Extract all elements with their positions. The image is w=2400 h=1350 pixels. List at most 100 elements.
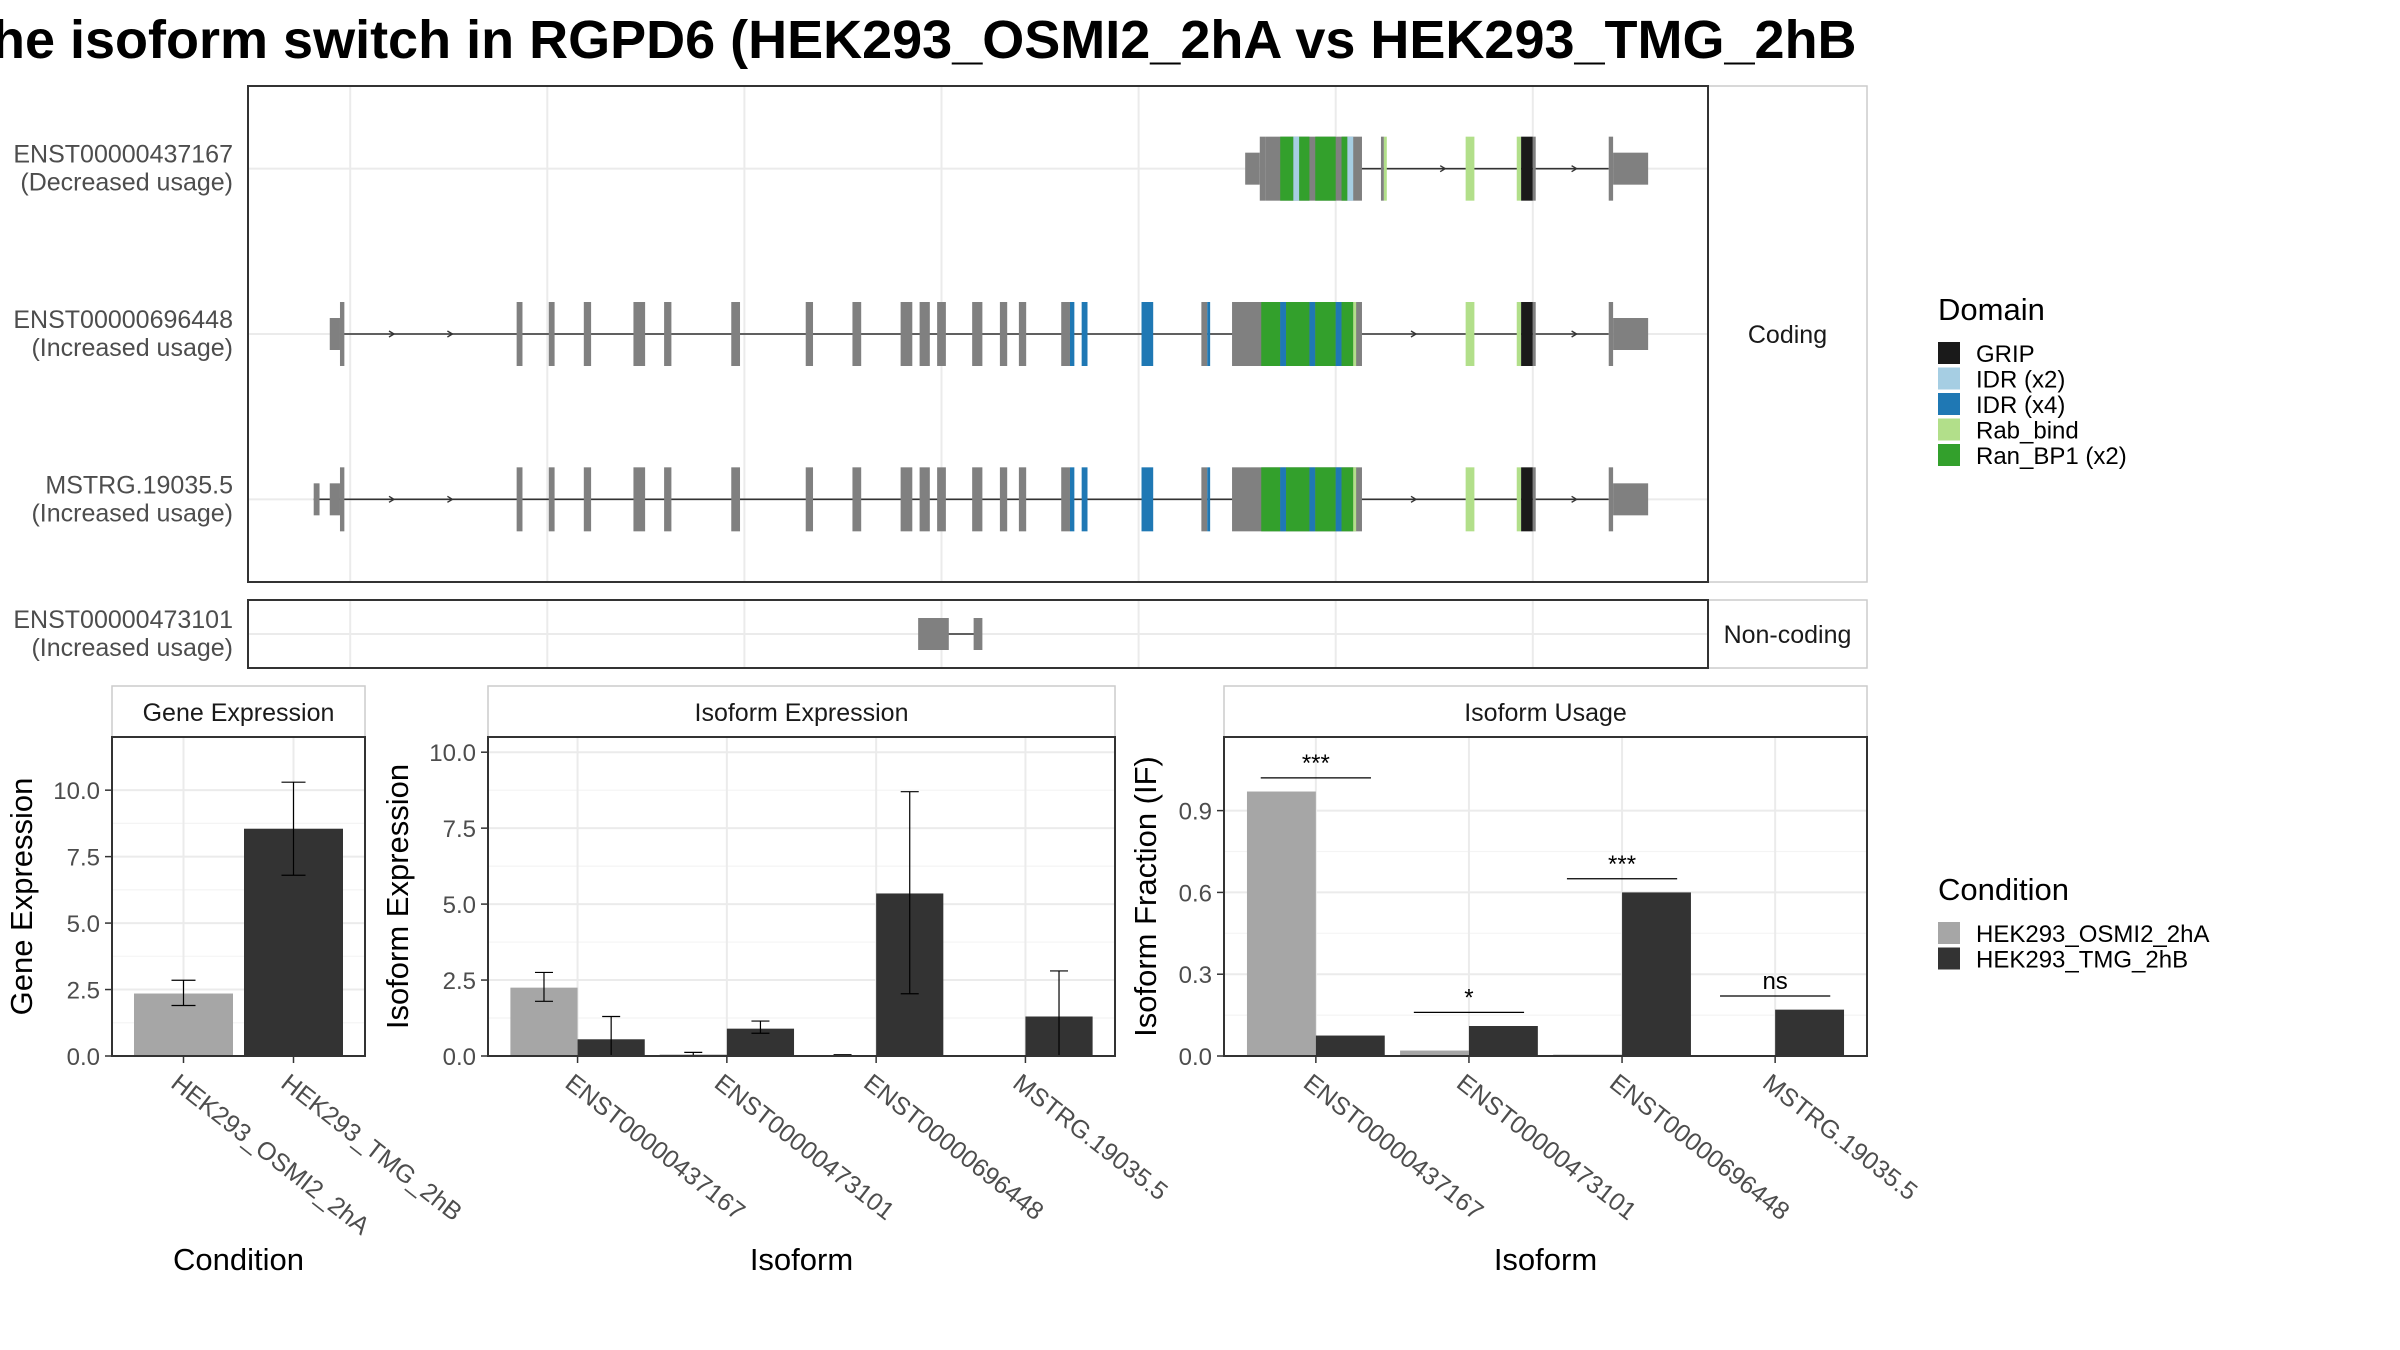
domain-block <box>1286 467 1310 532</box>
y-tick-label: 0.0 <box>1179 1044 1212 1071</box>
panel-strip <box>487 685 1116 738</box>
transcript-usage-label: (Increased usage) <box>31 499 233 527</box>
bar <box>1622 892 1691 1056</box>
exon-block <box>900 302 913 366</box>
transcript-ENST00000437167 <box>1245 136 1649 201</box>
domain-block <box>1069 467 1075 532</box>
exon-block <box>664 467 672 532</box>
exon-block <box>583 302 592 366</box>
bar <box>1315 1035 1385 1056</box>
legend-item-label: IDR (x2) <box>1976 367 2065 394</box>
domain-block <box>1141 467 1154 532</box>
transcript-ENST00000473101 <box>918 618 983 650</box>
legend-swatch <box>1938 947 1960 970</box>
exon-block <box>805 467 814 532</box>
legend-item-label: GRIP <box>1976 341 2035 368</box>
transcript-label: ENST00000696448 <box>13 306 233 334</box>
exon-block <box>1245 152 1260 185</box>
bar <box>1400 1050 1469 1056</box>
significance-label: *** <box>1608 851 1636 878</box>
y-axis-title: Isoform Fraction (IF) <box>1128 756 1163 1037</box>
exon-block <box>999 302 1008 366</box>
legend-swatch <box>1938 367 1960 390</box>
exon-block <box>1532 136 1536 201</box>
legend-title: Condition <box>1938 872 2069 907</box>
facet-strip <box>1707 85 1868 583</box>
bar <box>1468 1026 1538 1056</box>
legend-swatch <box>1938 444 1960 466</box>
domain-block <box>1280 302 1287 366</box>
y-tick-label: 0.0 <box>67 1044 100 1071</box>
exon-block <box>1201 302 1208 366</box>
panel-border <box>487 736 1116 1057</box>
y-tick-label: 0.3 <box>1179 962 1212 989</box>
exon-block <box>900 467 913 532</box>
exon-block <box>972 467 983 532</box>
domain-block <box>1069 302 1075 366</box>
domain-block <box>1335 467 1342 532</box>
exon-block <box>1259 136 1266 201</box>
transcript-MSTRG.19035.5 <box>313 467 1649 532</box>
exon-block <box>918 618 949 650</box>
domain-block <box>1341 136 1348 201</box>
exon-block <box>1613 483 1649 516</box>
legend-item-label: Rab_bind <box>1976 418 2079 445</box>
exon-block <box>1532 467 1536 532</box>
legend-title: Domain <box>1938 292 2045 327</box>
domain-block <box>1261 467 1281 532</box>
domain-block <box>1353 302 1357 366</box>
gene-structure-panel: Coding Non-coding ENST00000437167(Decrease… <box>13 85 1868 669</box>
panel-strip <box>111 685 366 738</box>
exon-block <box>664 302 672 366</box>
y-axis-title: Gene Expression <box>4 778 39 1016</box>
exon-block <box>973 618 983 650</box>
significance-label: ns <box>1762 968 1787 995</box>
exon-block <box>1608 302 1614 366</box>
domain-block <box>1465 136 1475 201</box>
x-axis-title: Isoform <box>750 1242 853 1277</box>
domain-block <box>1521 302 1533 366</box>
legend-item-label: Ran_BP1 (x2) <box>1976 443 2127 470</box>
bar <box>1775 1009 1845 1056</box>
exon-block <box>937 302 946 366</box>
domain-block <box>1521 136 1533 201</box>
legend-swatch <box>1938 418 1960 441</box>
domain-block <box>1081 302 1088 366</box>
figure-title: he isoform switch in RGPD6 (HEK293_OSMI2… <box>0 10 1857 70</box>
strand-arrow <box>447 495 454 503</box>
panel-title: Isoform Expression <box>695 699 909 727</box>
exon-block <box>1201 467 1208 532</box>
domain-block <box>1309 302 1316 366</box>
exon-block <box>999 467 1008 532</box>
y-tick-label: 10.0 <box>53 778 100 805</box>
exon-block <box>972 302 983 366</box>
domain-block <box>1309 467 1316 532</box>
domain-block <box>1353 467 1357 532</box>
exon-block <box>329 483 340 516</box>
strand-arrow <box>1410 495 1418 503</box>
legend-swatch <box>1938 342 1960 364</box>
exon-block <box>339 302 345 366</box>
exon-block <box>548 467 555 532</box>
y-tick-label: 7.5 <box>443 816 476 843</box>
exon-block <box>633 302 646 366</box>
legend-swatch <box>1938 922 1960 944</box>
exon-block <box>1061 302 1070 366</box>
domain-block <box>1207 467 1211 532</box>
domain-block <box>1261 302 1281 366</box>
legend-item-label: HEK293_TMG_2hB <box>1976 947 2188 974</box>
significance-label: * <box>1464 984 1473 1011</box>
y-tick-label: 0.9 <box>1179 799 1212 826</box>
exon-block <box>919 467 930 532</box>
domain-block <box>1299 136 1310 201</box>
domain-block <box>1521 467 1533 532</box>
x-axis-title: Condition <box>173 1242 304 1277</box>
facet-label: Non-coding <box>1724 621 1852 649</box>
domain-block <box>1516 136 1522 201</box>
domain-block <box>1293 136 1300 201</box>
domain-block <box>1383 136 1387 201</box>
exon-block <box>1061 467 1070 532</box>
transcript-label: MSTRG.19035.5 <box>45 471 233 499</box>
